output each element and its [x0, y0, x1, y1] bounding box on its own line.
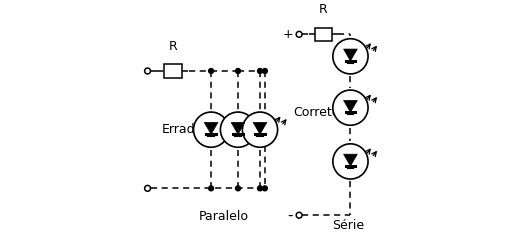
Text: Errado: Errado	[162, 123, 203, 136]
Text: -: -	[288, 208, 293, 223]
Text: Série: Série	[332, 219, 364, 232]
Text: Correto: Correto	[293, 106, 340, 119]
Circle shape	[333, 39, 368, 74]
Bar	[316, 28, 332, 41]
Circle shape	[145, 68, 150, 74]
Polygon shape	[344, 154, 357, 166]
Circle shape	[193, 112, 229, 147]
Circle shape	[220, 112, 256, 147]
Polygon shape	[204, 123, 218, 134]
Circle shape	[209, 69, 214, 73]
Circle shape	[263, 69, 267, 73]
Text: R: R	[169, 40, 178, 53]
Text: R: R	[319, 3, 328, 16]
Bar	[164, 64, 182, 78]
Polygon shape	[344, 49, 357, 61]
Circle shape	[209, 186, 214, 191]
Circle shape	[236, 69, 240, 73]
Circle shape	[257, 69, 263, 73]
Polygon shape	[344, 100, 357, 112]
Circle shape	[236, 186, 240, 191]
Circle shape	[333, 144, 368, 179]
Circle shape	[242, 112, 278, 147]
Text: +: +	[282, 28, 293, 41]
Polygon shape	[253, 123, 267, 134]
Polygon shape	[231, 123, 245, 134]
Circle shape	[257, 186, 263, 191]
Circle shape	[263, 186, 267, 191]
Circle shape	[296, 212, 302, 218]
Circle shape	[296, 31, 302, 37]
Circle shape	[145, 185, 150, 191]
Circle shape	[333, 90, 368, 125]
Text: Paralelo: Paralelo	[198, 209, 249, 223]
